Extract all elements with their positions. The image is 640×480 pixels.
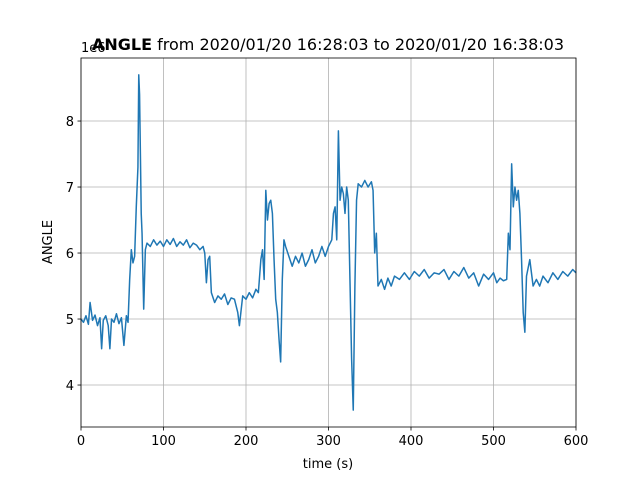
x-tick-label: 600 bbox=[564, 434, 589, 449]
ticks: 0 100 200 300 400 500 600 4 5 6 7 8 bbox=[66, 115, 589, 449]
chart-title: ANGLE from 2020/01/20 16:28:03 to 2020/0… bbox=[92, 35, 564, 54]
y-tick-label: 6 bbox=[66, 247, 74, 262]
y-tick-label: 7 bbox=[66, 181, 74, 196]
x-tick-label: 0 bbox=[77, 434, 85, 449]
x-tick-label: 300 bbox=[316, 434, 341, 449]
x-tick-label: 400 bbox=[399, 434, 424, 449]
x-tick-label: 200 bbox=[234, 434, 259, 449]
y-axis-label: ANGLE bbox=[41, 220, 56, 264]
title-bold: ANGLE bbox=[92, 35, 152, 54]
offset-text: 1e6 bbox=[81, 41, 106, 56]
y-tick-label: 5 bbox=[66, 313, 74, 328]
data-line bbox=[80, 74, 577, 411]
title-rest: from 2020/01/20 16:28:03 to 2020/01/20 1… bbox=[152, 35, 564, 54]
grid bbox=[80, 58, 577, 427]
x-tick-label: 500 bbox=[481, 434, 506, 449]
y-tick-label: 4 bbox=[66, 379, 74, 394]
y-tick-label: 8 bbox=[66, 115, 74, 130]
x-axis-label: time (s) bbox=[303, 457, 353, 472]
x-tick-label: 100 bbox=[151, 434, 176, 449]
